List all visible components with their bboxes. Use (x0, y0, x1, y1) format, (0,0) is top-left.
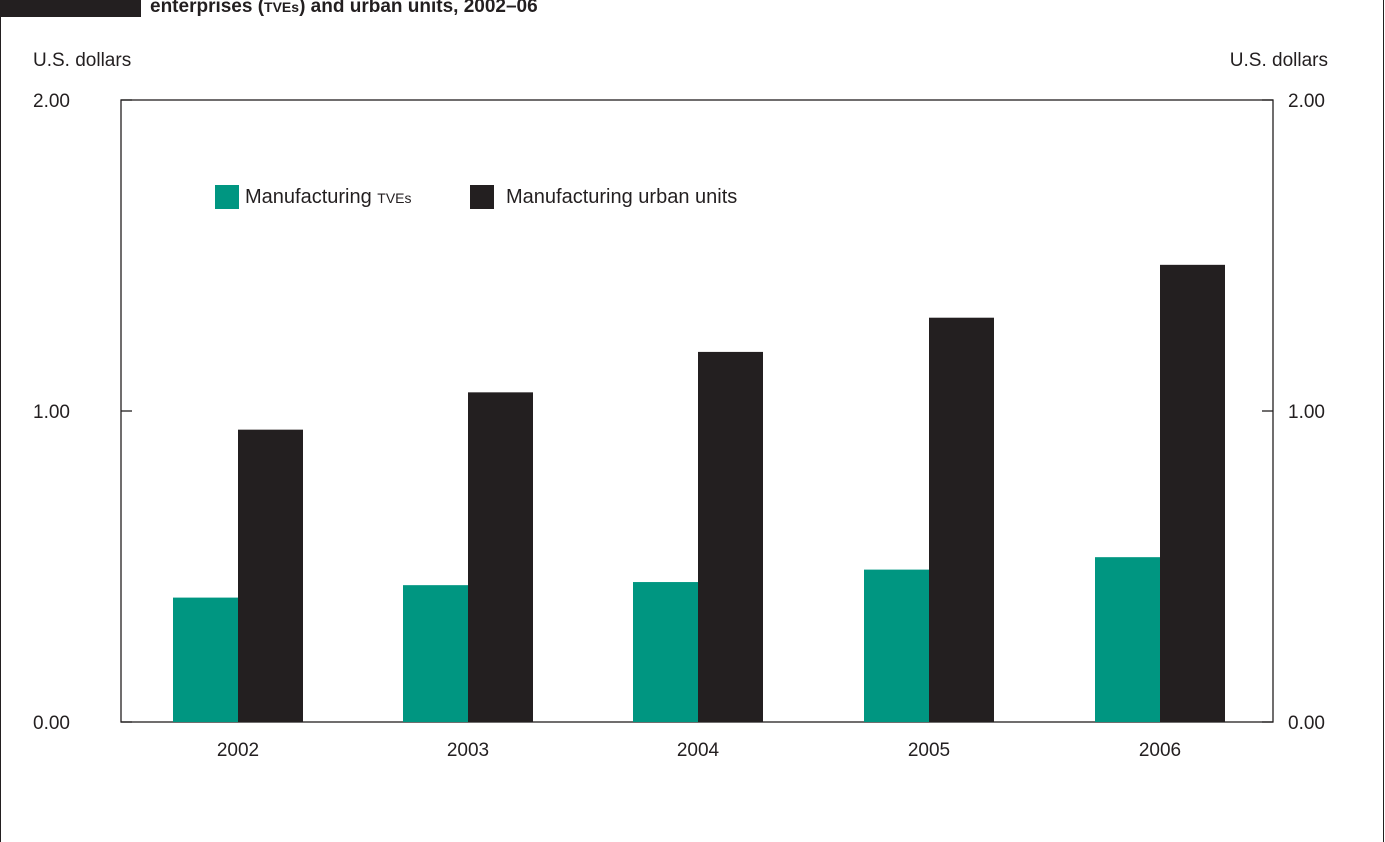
bar-tves (403, 585, 468, 722)
y-tick-label-left: 0.00 (33, 713, 70, 734)
legend-label-tves: Manufacturing TVEs (245, 185, 412, 208)
bar-tves (1095, 557, 1160, 722)
legend-label-urban: Manufacturing urban units (506, 185, 738, 208)
legend-swatch-urban (470, 185, 494, 209)
bar-tves (633, 582, 698, 722)
y-tick-label-right: 2.00 (1288, 91, 1325, 112)
y-tick-label-right: 1.00 (1288, 402, 1325, 423)
x-tick-label: 2004 (677, 740, 720, 761)
legend-item-urban: Manufacturing urban units (470, 185, 737, 209)
x-tick-label: 2005 (908, 740, 950, 761)
bar-urban (1160, 264, 1225, 722)
figure-tab-marker (0, 0, 141, 17)
y-axis-label-left: U.S. dollars (33, 50, 132, 71)
bar-urban (238, 429, 303, 722)
y-tick-label-left: 1.00 (33, 402, 70, 423)
y-tick-label-right: 0.00 (1288, 713, 1325, 734)
x-tick-label: 2002 (217, 740, 259, 761)
x-tick-label: 2006 (1139, 740, 1181, 761)
y-axis-label-right: U.S. dollars (1229, 50, 1328, 71)
x-tick-label: 2003 (447, 740, 489, 761)
y-tick-label-left: 2.00 (33, 91, 70, 112)
legend-item-tves: Manufacturing TVEs (215, 185, 412, 209)
chart-title: enterprises (TVEs) and urban units, 2002… (150, 0, 538, 17)
legend-swatch-tves (215, 185, 239, 209)
bar-urban (698, 351, 763, 722)
bar-tves (173, 597, 238, 722)
bar-urban (929, 317, 994, 722)
bar-urban (468, 392, 533, 722)
bar-tves (864, 569, 929, 722)
